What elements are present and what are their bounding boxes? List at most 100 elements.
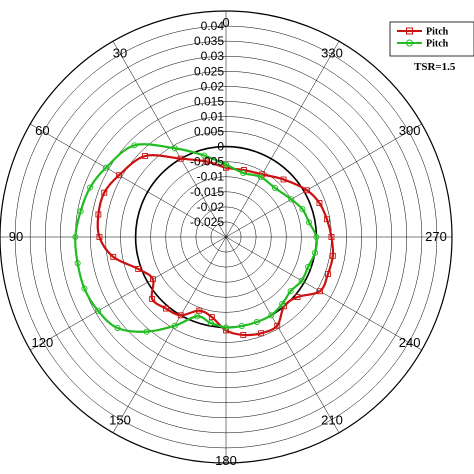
series-2-point — [287, 288, 294, 295]
radial-tick-label: -0.015 — [190, 185, 224, 199]
series-2-point — [72, 233, 79, 241]
angle-spoke — [225, 236, 340, 433]
tsr-annotation: TSR=1.5 — [414, 61, 456, 73]
series-1-point — [149, 276, 156, 283]
angle-spoke — [112, 236, 227, 433]
series-1-point — [324, 271, 331, 278]
legend-marker-2 — [406, 39, 413, 47]
series-2-point — [288, 196, 295, 203]
series-1-point — [329, 252, 336, 259]
series-lines — [72, 142, 336, 338]
series-1-point — [196, 307, 203, 314]
series-1-point — [202, 158, 209, 165]
legend-label-2: Pitch — [426, 39, 449, 50]
angle-label: 30 — [113, 45, 127, 60]
radial-tick-label: -0.02 — [197, 200, 225, 214]
series-2-point — [171, 145, 178, 152]
radial-tick-label: -0.005 — [190, 155, 224, 169]
series-2-point — [257, 173, 264, 181]
radial-tick-label: 0.005 — [194, 125, 224, 139]
angle-label: 210 — [321, 413, 343, 428]
legend-label-1: Pitch — [426, 27, 449, 38]
series-2-point — [299, 206, 306, 213]
angle-spokes — [0, 11, 452, 463]
legend-box — [389, 21, 474, 57]
angle-label: 150 — [109, 413, 131, 428]
series-2-point — [271, 184, 279, 192]
series-2-point — [240, 169, 247, 177]
series-1-point — [101, 189, 108, 196]
tick-labels: 0 30 60 90 120 150 180 210 240 270 300 330 0.040.035… — [9, 15, 447, 468]
series-1-point — [163, 305, 169, 312]
radial-tick-label: 0.02 — [201, 79, 225, 93]
angle-label: 330 — [321, 45, 343, 60]
angle-label: 120 — [32, 335, 54, 350]
radial-tick-label: 0.025 — [194, 64, 224, 78]
angle-label: 60 — [35, 123, 49, 138]
series-2-point — [95, 307, 102, 314]
series-2-point — [171, 322, 178, 329]
series-1-point — [208, 314, 215, 321]
series-2-point — [201, 152, 208, 159]
series-1-point — [280, 176, 287, 183]
series-1-point — [316, 200, 323, 206]
radial-tick-label: -0.025 — [190, 215, 224, 229]
series-1-point — [149, 296, 156, 302]
series-2-point — [313, 233, 320, 241]
radial-tick-label: 0.035 — [194, 34, 224, 48]
radial-tick-label: 0.03 — [201, 49, 225, 63]
series-2-point — [311, 249, 319, 256]
series-1-point — [96, 234, 103, 240]
radial-tick-label: 0.01 — [201, 110, 225, 124]
series-2-point — [253, 318, 260, 326]
series-1-point — [258, 330, 264, 337]
angle-spoke — [225, 236, 422, 351]
angle-spoke — [30, 123, 227, 238]
radial-tick-label: 0.015 — [194, 94, 224, 108]
series-2-point — [102, 164, 110, 171]
series-2-point — [143, 328, 150, 335]
angle-spoke — [30, 236, 227, 351]
angle-label: 270 — [425, 229, 447, 244]
series-1-point — [328, 234, 335, 240]
series-2-point — [222, 324, 230, 331]
series-2-point — [194, 313, 201, 320]
angle-label: 90 — [9, 229, 23, 244]
angle-label: 240 — [399, 335, 421, 350]
series-2-point — [298, 277, 305, 284]
series-2-point — [77, 208, 84, 215]
series-1-point — [177, 312, 184, 319]
radial-tick-label: 0.04 — [201, 19, 225, 33]
series-1-point — [110, 253, 117, 260]
series-1-point — [116, 172, 122, 179]
series-2-point — [306, 219, 313, 226]
series-1-point — [95, 211, 102, 218]
series-1-point — [142, 153, 148, 159]
angle-label: 180 — [215, 453, 237, 468]
angle-spoke — [225, 41, 340, 238]
angle-spoke — [225, 123, 422, 238]
radial-tick-label: -0.01 — [197, 170, 225, 184]
series-2-point — [222, 161, 230, 168]
radial-tick-label: 0 — [217, 140, 224, 154]
series-2-point — [74, 260, 81, 267]
angle-spoke — [112, 41, 227, 238]
series-2-point — [207, 320, 214, 327]
series-1-point — [177, 155, 184, 162]
series-1-point — [274, 322, 281, 329]
series-2-point — [238, 322, 245, 330]
series-1-point — [240, 331, 247, 338]
angle-label: 300 — [399, 123, 421, 138]
series-2-point — [114, 324, 121, 332]
series-2-point — [81, 285, 88, 292]
series-1-point — [323, 216, 330, 223]
series-1-point — [294, 294, 301, 300]
series-1-point — [135, 266, 142, 272]
series-2-point — [131, 142, 138, 149]
series-1-point — [317, 288, 323, 295]
series-2-point — [268, 312, 275, 319]
series-2-point — [87, 184, 94, 191]
series-2-point — [305, 263, 312, 270]
